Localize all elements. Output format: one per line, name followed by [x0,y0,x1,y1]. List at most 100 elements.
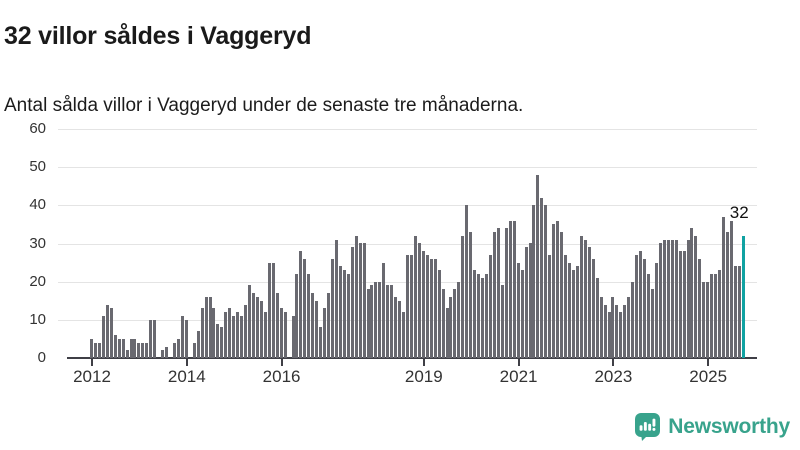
bar [492,232,496,358]
x-axis-tick [612,359,615,366]
bar [457,282,461,358]
bar [129,339,133,358]
bar [650,289,654,358]
x-axis-tick-label: 2016 [262,367,301,386]
bar [564,255,567,358]
bar [698,259,702,358]
bar [244,305,248,358]
bar [192,343,196,358]
x-axis-line [67,357,757,359]
bar [623,305,627,358]
bar [236,312,240,358]
bar [512,221,516,358]
bar [224,312,228,358]
bar [113,335,117,358]
x-axis-tick-label: 2021 [499,367,538,386]
bar [544,205,548,358]
bar [524,247,528,358]
bar [137,343,141,358]
bar [180,316,184,358]
newsworthy-icon [635,413,661,441]
bar [342,270,346,358]
bar [579,236,583,358]
bar [394,297,398,358]
bar [453,289,457,358]
bar [556,221,560,358]
x-axis-tick [91,359,93,366]
x-axis-tick-label: 2025 [689,367,728,386]
x-axis-tick-label: 2023 [594,367,633,386]
bar [504,228,508,358]
bar [121,339,125,358]
bar [718,270,722,358]
bar [338,266,342,358]
x-axis-tick [707,359,710,366]
bar [445,308,449,358]
bar [433,259,437,358]
gridline [58,129,757,130]
bar [714,274,718,358]
bar [101,316,105,358]
bar [571,270,575,358]
bar [149,320,153,358]
bar [583,240,587,358]
bar [327,293,330,358]
bar [473,270,477,358]
bar [208,297,212,358]
bar [366,289,370,358]
bar [275,293,279,358]
bar [259,301,263,358]
y-axis-tick-label: 0 [37,349,46,366]
newsworthy-wordmark: Newsworthy [668,414,790,438]
bar [255,297,259,358]
bar [678,251,682,358]
bar [575,266,579,358]
bar [362,243,366,358]
chart-subtitle: Antal sålda villor i Vaggeryd under de s… [4,95,524,116]
bar [666,240,670,358]
bar [346,274,350,358]
bar [409,255,413,358]
bar [382,263,386,358]
bar [299,251,303,358]
highlight-value-label: 32 [729,203,749,222]
bar [303,259,307,358]
bar [710,274,714,358]
bar [263,312,267,358]
bar [331,259,334,358]
bar [465,205,469,358]
x-axis-tick-label: 2019 [404,367,443,386]
gridline [58,205,757,206]
bar [674,240,678,358]
bar [220,327,224,358]
bar [706,282,710,358]
bar [232,316,236,358]
bar [172,343,176,358]
bar [682,251,686,358]
bar [647,274,650,358]
bar [662,240,666,358]
bar [390,285,394,358]
bar [184,320,188,358]
bar [528,243,532,358]
bar [595,278,599,358]
y-axis-tick-label: 40 [29,196,46,213]
bar [267,263,271,358]
bar [228,308,232,358]
bar [631,282,635,358]
bar [176,339,180,358]
bar [635,255,639,358]
x-axis-tick [422,359,425,366]
bar [540,198,544,358]
bar [105,305,109,358]
bar [133,339,137,358]
bar [97,343,101,358]
bar [658,243,662,358]
y-axis-tick-label: 10 [29,311,46,328]
bar [548,255,552,358]
bar [587,247,591,358]
bar [295,274,299,358]
bar [477,274,481,358]
bar [619,312,623,358]
gridline [58,244,757,245]
